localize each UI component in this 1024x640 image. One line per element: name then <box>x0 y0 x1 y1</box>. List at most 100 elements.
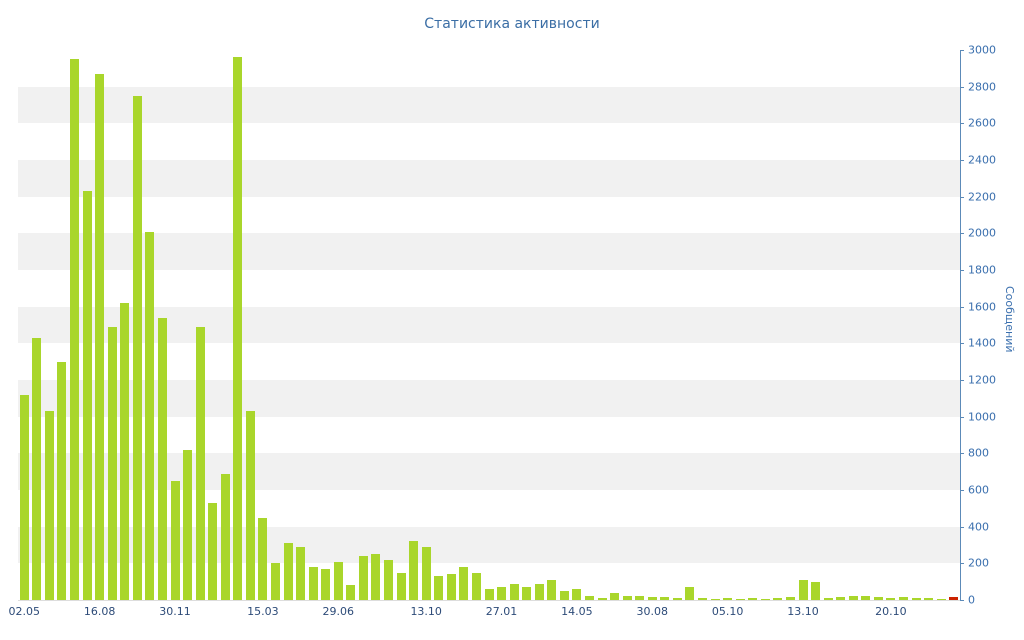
bar <box>497 587 507 600</box>
bar <box>823 598 833 600</box>
y-axis-tick <box>960 343 964 345</box>
x-tick-label: 05.10 <box>711 605 744 618</box>
bar <box>848 596 858 600</box>
y-axis-tick <box>960 123 964 125</box>
y-tick-label: 2600 <box>968 116 996 130</box>
y-axis-tick <box>960 526 964 528</box>
background-stripe <box>18 380 960 417</box>
bar <box>798 579 808 600</box>
bar <box>647 597 657 600</box>
bar <box>911 598 921 600</box>
bar <box>157 317 167 600</box>
bar <box>773 598 783 600</box>
bar <box>735 599 745 600</box>
y-axis-tick <box>960 380 964 381</box>
bar <box>547 579 557 600</box>
bar <box>57 361 67 600</box>
bar <box>459 567 469 600</box>
bar <box>660 597 670 600</box>
y-tick-label: 0 <box>968 593 975 607</box>
bar <box>698 598 708 600</box>
chart-title: Статистика активности <box>424 16 600 32</box>
y-axis-tick <box>960 416 964 418</box>
bar <box>120 303 130 600</box>
y-axis-title: Сообщений <box>1003 286 1016 353</box>
x-axis-line <box>18 600 961 601</box>
y-axis-tick <box>960 306 964 308</box>
bar <box>446 574 456 600</box>
bar <box>132 95 142 600</box>
background-stripe <box>18 160 960 197</box>
x-tick-label: 29.06 <box>322 605 355 618</box>
bar <box>32 337 42 600</box>
bar <box>409 541 419 600</box>
bar <box>685 587 695 600</box>
bar <box>873 597 883 600</box>
bar <box>484 589 494 600</box>
bar <box>19 394 29 600</box>
bar-current-period <box>949 597 959 600</box>
x-tick-label: 30.11 <box>159 605 191 618</box>
bar <box>270 563 280 600</box>
bar <box>610 592 620 600</box>
bar <box>421 546 431 600</box>
bar <box>170 480 180 600</box>
bar <box>534 583 544 600</box>
y-tick-label: 1400 <box>968 336 996 350</box>
y-tick-label: 1800 <box>968 263 996 277</box>
y-tick-label: 200 <box>968 556 989 570</box>
y-axis-tick <box>960 270 964 271</box>
y-tick-label: 800 <box>968 446 989 460</box>
background-stripe <box>18 233 960 270</box>
bar <box>811 581 821 600</box>
y-axis-tick <box>960 50 964 51</box>
bar <box>760 599 770 600</box>
bar <box>183 449 193 600</box>
bar <box>710 599 720 600</box>
x-tick-label: 30.08 <box>636 605 669 618</box>
y-tick-label: 1200 <box>968 373 996 387</box>
y-tick-label: 600 <box>968 483 989 497</box>
bar <box>509 583 519 600</box>
bar <box>384 559 394 600</box>
x-tick-label: 13.10 <box>787 605 819 618</box>
bar <box>723 598 733 600</box>
y-tick-label: 2400 <box>968 153 996 167</box>
bar <box>220 473 230 600</box>
bar <box>358 556 368 600</box>
plot-area <box>18 50 960 600</box>
y-tick-label: 400 <box>968 520 989 534</box>
bar <box>597 598 607 600</box>
bar <box>898 597 908 600</box>
bar <box>886 598 896 600</box>
bar <box>333 561 343 600</box>
y-tick-label: 3000 <box>968 43 996 57</box>
bar <box>195 326 205 600</box>
bar <box>434 576 444 600</box>
bar <box>233 57 243 600</box>
bar <box>308 567 318 600</box>
bar <box>559 590 569 600</box>
bar <box>936 599 946 600</box>
x-tick-label: 15.03 <box>247 605 279 618</box>
y-axis-tick <box>960 86 964 88</box>
y-tick-label: 1600 <box>968 300 996 314</box>
bar <box>785 597 795 600</box>
bar <box>283 543 293 600</box>
y-axis-tick <box>960 490 964 491</box>
bar <box>296 546 306 600</box>
bar <box>258 517 268 600</box>
y-axis-tick <box>960 600 964 601</box>
bar <box>82 191 92 600</box>
bar <box>836 597 846 600</box>
y-tick-label: 2800 <box>968 80 996 94</box>
bar <box>371 554 381 600</box>
y-axis-tick <box>960 196 964 198</box>
x-tick-label: 14.05 <box>561 605 593 618</box>
background-stripe <box>18 306 960 344</box>
bar <box>321 568 331 600</box>
x-tick-label: 02.05 <box>8 605 41 618</box>
bar <box>572 589 582 600</box>
bar <box>44 411 54 600</box>
bar <box>672 598 682 600</box>
